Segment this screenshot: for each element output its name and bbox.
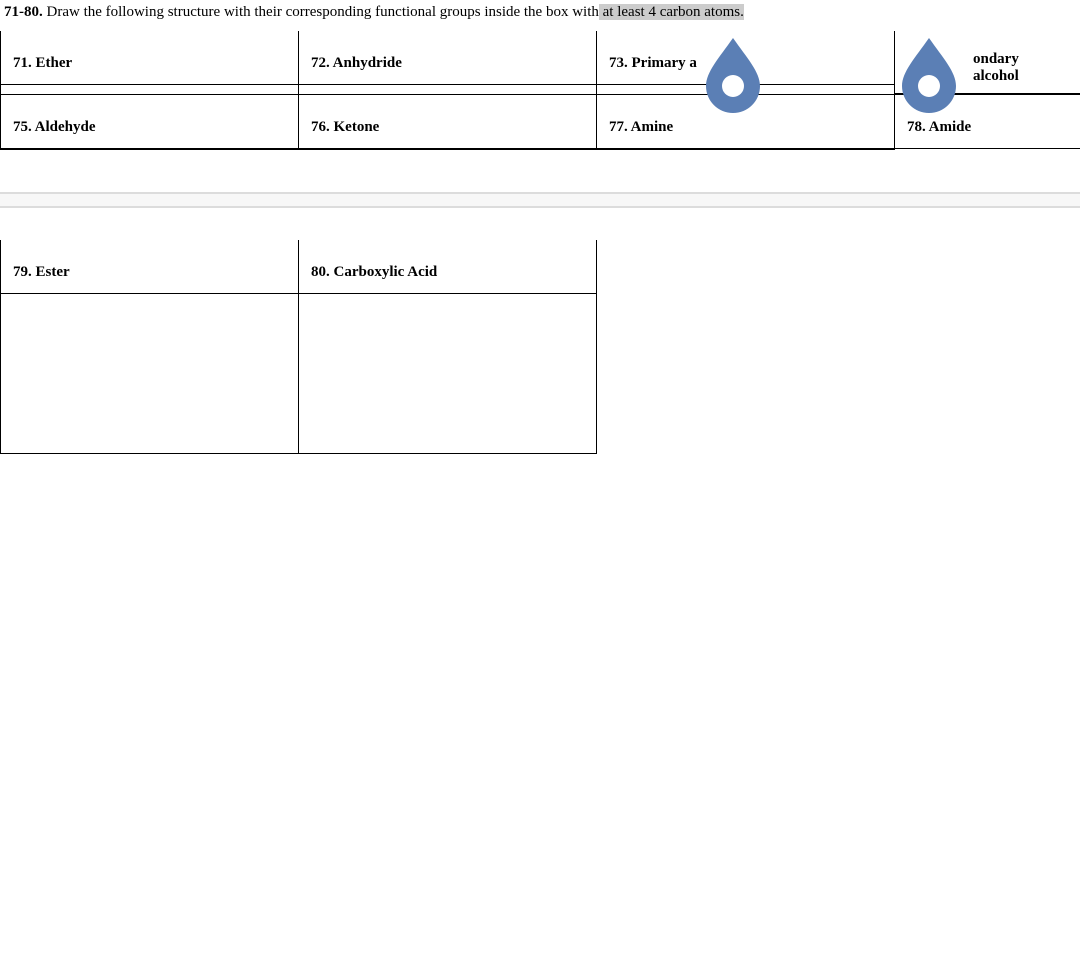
instruction-before: Draw the following structure with their … [43, 4, 599, 20]
instruction-prefix: 71-80. [4, 4, 43, 20]
cell-header: 80. Carboxylic Acid [299, 240, 596, 294]
cell-body [597, 85, 894, 95]
grid-row-2: 75. Aldehyde 76. Ketone 77. Amine 78. Am… [0, 95, 1080, 150]
cell-72: 72. Anhydride [298, 31, 596, 95]
cell-header: 76. Ketone [299, 95, 596, 149]
cell-header: 73. Primary a [597, 31, 894, 85]
cell-77: 77. Amine [596, 95, 894, 150]
instruction-line: 71-80. Draw the following structure with… [0, 0, 1080, 31]
cell-header: 71. Ether [1, 31, 298, 85]
cell-header: 75. Aldehyde [1, 95, 298, 149]
instruction-highlight: at least 4 carbon atoms. [599, 4, 744, 20]
cell-header: 78. Amide [895, 95, 1080, 149]
cell-header: ondary alcohol [895, 31, 1080, 94]
page-break-gap [0, 150, 1080, 240]
grid-row-3-wrap: 79. Ester 80. Carboxylic Acid [0, 240, 1080, 454]
cell-76: 76. Ketone [298, 95, 596, 150]
cell-75: 75. Aldehyde [0, 95, 298, 150]
grid-row-1: 71. Ether 72. Anhydride 73. Primary a on… [0, 31, 1080, 95]
cell-78: 78. Amide [894, 95, 1080, 150]
cell-body [1, 85, 298, 95]
cell-74: ondary alcohol [894, 31, 1080, 95]
cell-body [299, 85, 596, 95]
cell-header: 72. Anhydride [299, 31, 596, 85]
cell-header: 79. Ester [1, 240, 298, 294]
cell-body [1, 294, 298, 454]
vertical-stub [596, 240, 597, 294]
cell-header: 77. Amine [597, 95, 894, 149]
cell-73: 73. Primary a [596, 31, 894, 95]
vertical-stub [596, 294, 597, 454]
cell-71: 71. Ether [0, 31, 298, 95]
cell-body [299, 294, 596, 454]
